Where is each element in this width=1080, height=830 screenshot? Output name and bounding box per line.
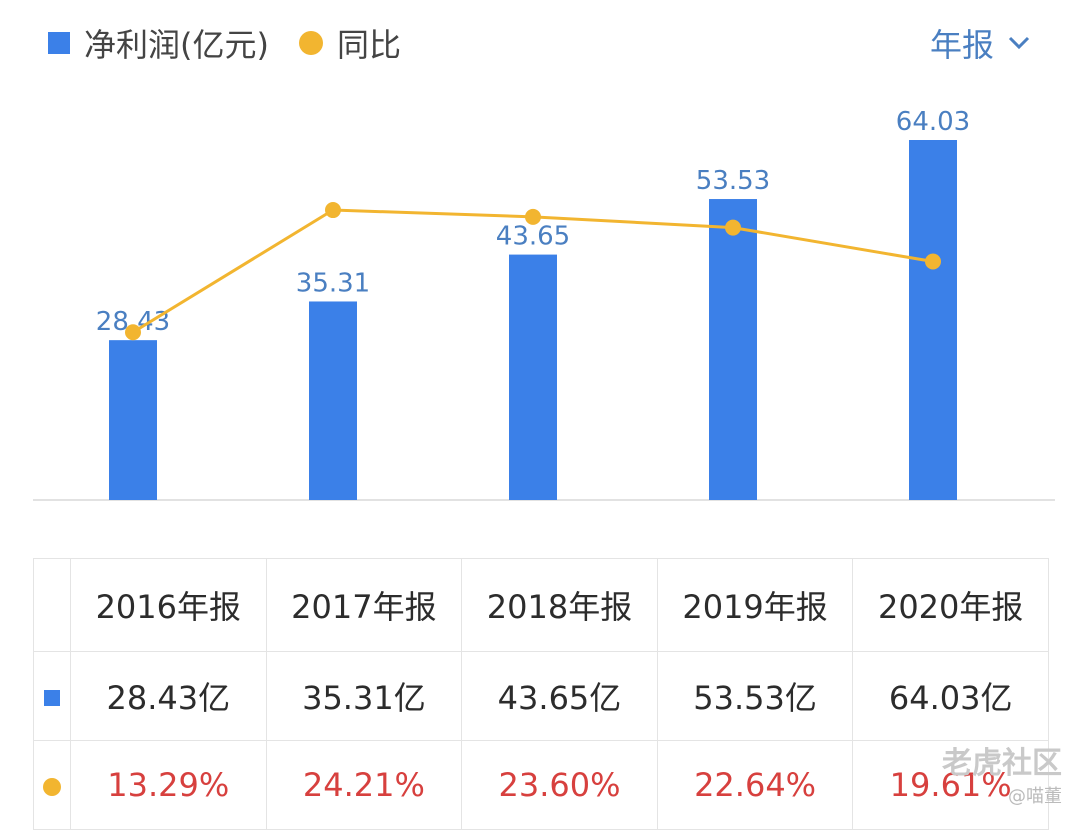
profit-cell-2019: 53.53亿 (656, 651, 854, 741)
yoy-point-2018年报 (525, 208, 541, 225)
table-row-yoy: 13.29% 24.21% 23.60% 22.64% 19.61% (33, 740, 1049, 830)
profit-cell-2016: 28.43亿 (70, 651, 267, 741)
watermark: 老虎社区 @喵董 (942, 738, 1062, 808)
net-profit-swatch (48, 32, 70, 54)
header-cell-2018: 2018年报 (461, 558, 658, 652)
table-header-row: 2016年报 2017年报 2018年报 2019年报 2020年报 (33, 558, 1049, 652)
chart-legend: 净利润(亿元) 同比 (48, 18, 431, 68)
yoy-cell-2019: 22.64% (656, 740, 854, 830)
yoy-point-2019年报 (725, 219, 741, 236)
yoy-cell-2018: 23.60% (461, 740, 658, 830)
legend-label-yoy: 同比 (336, 26, 401, 64)
bar-value-label: 43.65 (496, 222, 570, 252)
bar-value-label: 35.31 (296, 268, 370, 298)
watermark-main: 老虎社区 (942, 746, 1062, 781)
yoy-dot-icon (43, 778, 61, 796)
yoy-point-2017年报 (325, 202, 341, 219)
yoy-swatch (298, 31, 323, 55)
bar-2016年报 (109, 340, 157, 500)
yoy-point-2020年报 (925, 253, 941, 270)
yoy-cell-2016: 13.29% (70, 740, 267, 830)
bar-value-label: 53.53 (696, 166, 770, 196)
yoy-cell-2020: 19.61% (852, 740, 1049, 830)
bar-2018年报 (509, 254, 557, 500)
net-profit-square-icon (44, 690, 60, 706)
legend-label-net-profit: 净利润(亿元) (84, 26, 269, 64)
data-table: 2016年报 2017年报 2018年报 2019年报 2020年报 28.43… (33, 558, 1049, 830)
legend-item-net-profit: 净利润(亿元) (48, 20, 269, 66)
profit-cell-2018: 43.65亿 (461, 651, 658, 741)
chevron-down-icon (1008, 36, 1030, 50)
period-label: 年报 (929, 26, 994, 64)
header-corner-cell (33, 558, 71, 652)
period-selector[interactable]: 年报 (930, 18, 1030, 68)
header-cell-2017: 2017年报 (265, 558, 463, 652)
table-row-net-profit: 28.43亿 35.31亿 43.65亿 53.53亿 64.03亿 (33, 651, 1049, 741)
net-profit-row-marker (33, 651, 71, 741)
bar-value-label: 64.03 (896, 107, 970, 137)
header-cell-2019: 2019年报 (656, 558, 854, 652)
profit-cell-2020: 64.03亿 (852, 651, 1049, 741)
yoy-cell-2017: 24.21% (265, 740, 463, 830)
bar-2017年报 (309, 301, 357, 500)
legend-item-yoy: 同比 (298, 20, 401, 66)
profit-cell-2017: 35.31亿 (265, 651, 463, 741)
watermark-sub: @喵董 (1008, 786, 1062, 807)
header-cell-2016: 2016年报 (70, 558, 267, 652)
yoy-row-marker (33, 740, 71, 830)
header-cell-2020: 2020年报 (852, 558, 1049, 652)
yoy-point-2016年报 (125, 324, 141, 341)
bar-2019年报 (709, 199, 757, 500)
bar-2020年报 (909, 140, 957, 500)
